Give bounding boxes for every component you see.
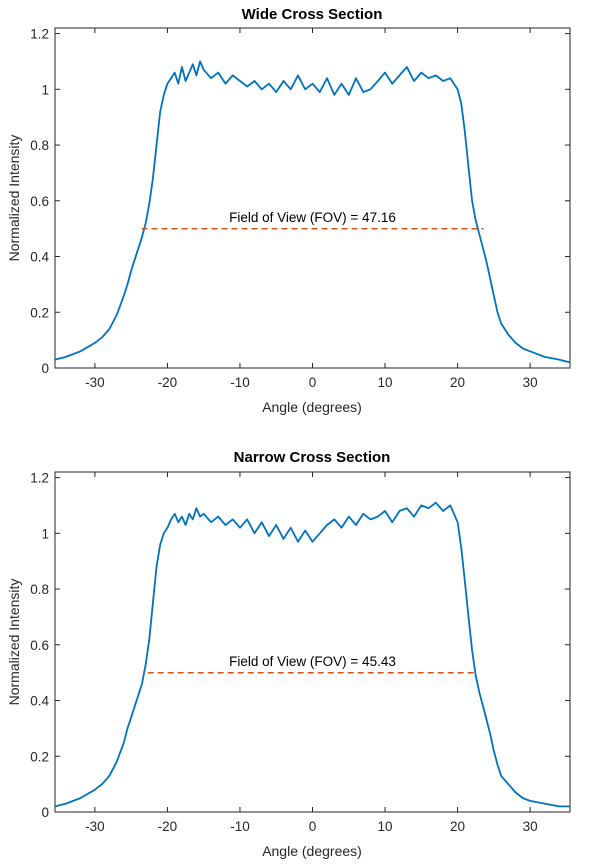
y-tick-label: 0.2 [30,305,49,320]
fov-annotation: Field of View (FOV) = 45.43 [229,654,396,669]
x-tick-label: 0 [309,819,317,834]
y-axis-label: Normalized Intensity [6,135,22,262]
fov-annotation: Field of View (FOV) = 47.16 [229,210,396,225]
wide-cross-section-chart: Wide Cross Section -30 -20 -10 0 10 20 30 0 0.2 0… [6,6,571,415]
y-tick-label: 0.4 [30,250,49,265]
x-tick-label: 10 [378,375,393,390]
tick-group: -30 -20 -10 0 10 20 30 0 0.2 0.4 0.6 0.8 1 1.2 [30,27,570,390]
y-tick-label: 0.2 [30,749,49,764]
y-axis-label: Normalized Intensity [6,579,22,706]
x-axis-label: Angle (degrees) [262,843,362,859]
tick-group: -30 -20 -10 0 10 20 30 0 0.2 0.4 0.6 0.8 1 1.2 [30,471,570,834]
intensity-series-line [54,501,570,808]
y-tick-label: 1.2 [30,27,49,42]
y-tick-label: 0.8 [30,582,49,597]
x-tick-label: 20 [450,819,465,834]
x-tick-label: 20 [450,375,465,390]
x-tick-label: -30 [85,375,105,390]
y-tick-label: 0 [41,805,49,820]
series-group [54,501,570,808]
axes-box [54,471,571,813]
y-tick-label: 1 [41,82,49,97]
x-tick-label: -30 [85,819,105,834]
intensity-series-line [54,60,571,364]
x-tick-label: 0 [309,375,317,390]
y-tick-label: 0 [41,361,49,376]
x-tick-label: 10 [378,819,393,834]
x-tick-label: -20 [158,375,178,390]
x-tick-label: -20 [158,819,178,834]
x-tick-label: 30 [523,819,538,834]
chart-title: Narrow Cross Section [234,449,391,466]
y-tick-label: 0.8 [30,138,49,153]
chart-title: Wide Cross Section [242,6,383,23]
x-tick-label: -10 [230,819,250,834]
y-tick-label: 0.6 [30,194,49,209]
x-tick-label: -10 [230,375,250,390]
y-tick-label: 1.2 [30,471,49,486]
series-group [54,60,571,364]
x-tick-label: 30 [523,375,538,390]
axes-box [54,27,571,369]
narrow-cross-section-chart: Narrow Cross Section -30 -20 -10 0 10 20 30 0 0.… [6,449,571,859]
y-tick-label: 0.6 [30,638,49,653]
x-axis-label: Angle (degrees) [262,399,362,415]
y-tick-label: 0.4 [30,694,49,709]
y-tick-label: 1 [41,526,49,541]
